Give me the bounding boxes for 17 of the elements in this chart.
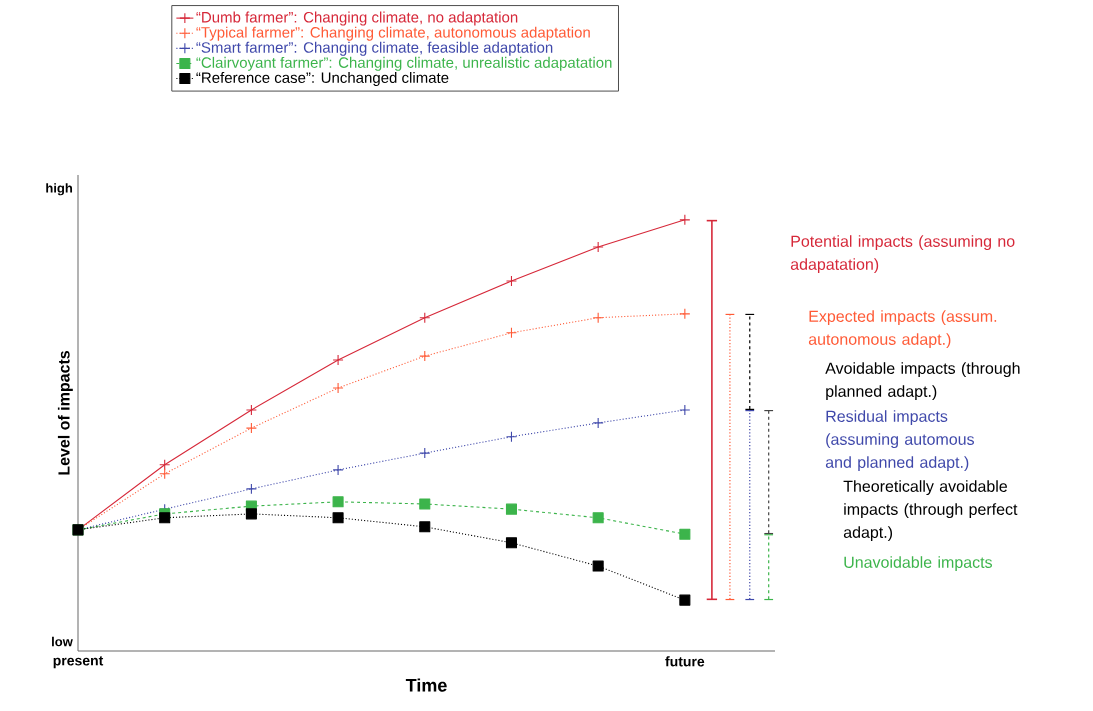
text: Expected impacts (assum. autonomous adapt.): [808, 310, 997, 349]
legend-label: “Typical farmer”: Changing climate, autonomous adaptation: [196, 26, 590, 41]
legend-label: “Dumb farmer”: Changing climate, no adaptation: [196, 11, 518, 26]
legend-label: “Reference case”: Unchanged climate: [196, 71, 449, 86]
text: high: [46, 183, 73, 196]
text: low: [52, 636, 73, 647]
text: Unavoidable impacts: [844, 556, 992, 572]
text: Potential impacts (assuming no adapatation): [790, 235, 1015, 274]
x-tick-label: future: [665, 656, 705, 667]
x-tick-label: present: [53, 656, 104, 669]
text: Avoidable impacts (through planned adapt.): [825, 362, 1020, 401]
legend-label: “Smart farmer”: Changing climate, feasible adaptation: [196, 41, 553, 56]
text: Residual impacts (assuming automous and planned adapt.): [825, 410, 974, 472]
x-axis-title: Time: [405, 678, 447, 692]
text: Theoretically avoidable impacts (through perfect adapt.): [843, 480, 1018, 542]
legend-label: “Clairvoyant farmer”: Changing climate, unrealistic adapatation: [196, 56, 612, 71]
y-axis-title: Level of impacts: [57, 350, 73, 475]
